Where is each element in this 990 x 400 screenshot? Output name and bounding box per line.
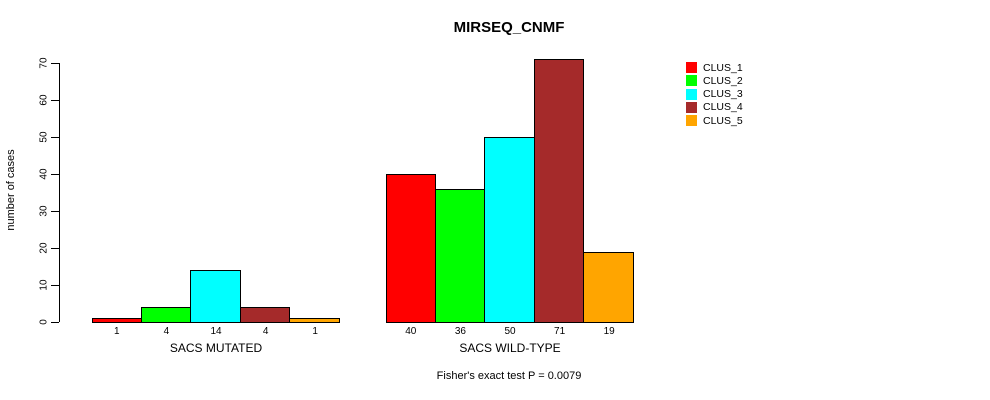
y-tick-label: 70	[38, 57, 50, 69]
legend-item-clus_4: CLUS_4	[686, 101, 743, 114]
y-tick-label: 20	[38, 242, 50, 254]
bar-clus_2-1	[140, 307, 192, 323]
legend: CLUS_1 CLUS_2 CLUS_3 CLUS_4 CLUS_5	[686, 61, 743, 127]
y-tick-mark	[51, 210, 59, 212]
bar-clus_2-2	[434, 188, 486, 323]
bar-value-label: 4	[163, 326, 170, 337]
legend-label: CLUS_2	[703, 74, 743, 87]
legend-swatch-icon	[686, 88, 697, 100]
y-tick-label: 40	[38, 168, 50, 180]
group-label: SACS WILD-TYPE	[459, 341, 561, 355]
legend-label: CLUS_5	[703, 114, 743, 127]
bar-value-label: 1	[114, 326, 120, 337]
y-tick-label: 10	[38, 279, 50, 291]
y-tick-label: 30	[38, 205, 50, 217]
y-tick-mark	[51, 62, 59, 64]
y-tick-label: 60	[38, 94, 50, 106]
y-tick-mark	[51, 99, 59, 101]
legend-swatch-icon	[686, 62, 697, 74]
legend-swatch-icon	[686, 115, 697, 127]
bar-value-label: 19	[603, 326, 615, 337]
y-tick-mark	[51, 247, 59, 249]
chart-title: MIRSEQ_CNMF	[453, 19, 565, 36]
legend-item-clus_3: CLUS_3	[686, 88, 743, 101]
legend-label: CLUS_4	[703, 101, 743, 114]
y-tick-mark	[51, 136, 59, 138]
y-tick-mark	[51, 321, 59, 323]
bar-value-label: 36	[454, 326, 466, 337]
fisher-test-caption: Fisher's exact test P = 0.0079	[436, 370, 582, 382]
legend-item-clus_5: CLUS_5	[686, 114, 743, 127]
y-axis-line	[59, 63, 60, 322]
legend-label: CLUS_1	[703, 61, 743, 74]
bar-clus_1-1	[92, 318, 142, 323]
legend-item-clus_1: CLUS_1	[686, 61, 743, 74]
legend-swatch-icon	[686, 101, 697, 113]
legend-swatch-icon	[686, 75, 697, 87]
bar-clus_3-1	[190, 270, 241, 323]
legend-label: CLUS_3	[703, 88, 743, 101]
y-axis-title: number of cases	[5, 149, 17, 231]
bar-value-label: 14	[210, 326, 222, 337]
bar-clus_4-1	[239, 307, 291, 323]
bar-clus_5-2	[583, 251, 634, 323]
bar-clus_1-2	[386, 174, 436, 323]
bar-clus_3-2	[484, 137, 535, 323]
y-tick-mark	[51, 173, 59, 175]
bar-value-label: 50	[504, 326, 516, 337]
bar-clus_5-1	[289, 318, 340, 323]
bar-value-label: 4	[262, 326, 269, 337]
bar-clus_4-2	[533, 59, 585, 323]
bar-value-label: 1	[312, 326, 318, 337]
group-label: SACS MUTATED	[169, 341, 263, 355]
legend-item-clus_2: CLUS_2	[686, 74, 743, 87]
y-tick-mark	[51, 284, 59, 286]
bar-value-label: 71	[554, 326, 566, 337]
bar-value-label: 40	[405, 326, 417, 337]
y-tick-label: 50	[38, 131, 50, 143]
y-tick-label: 0	[38, 319, 50, 325]
